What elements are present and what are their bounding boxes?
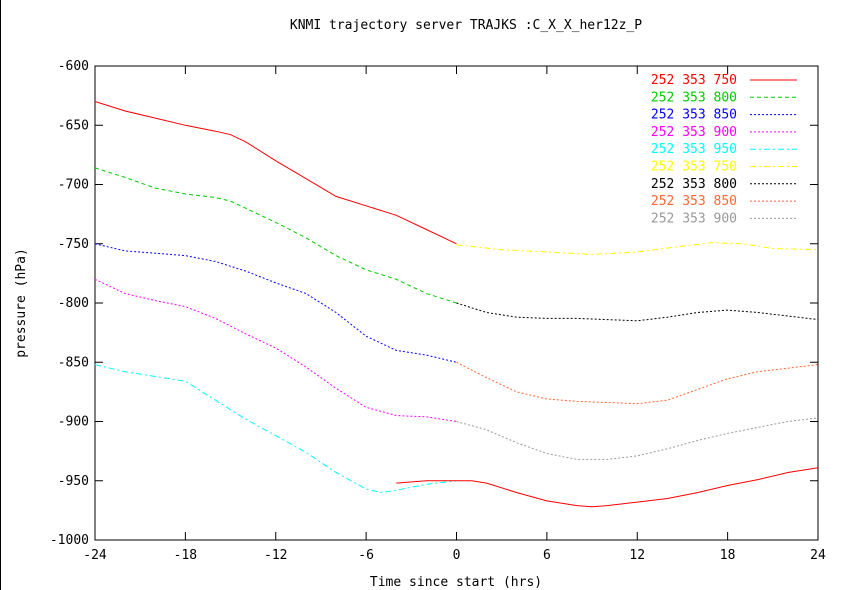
series-line <box>94 101 457 245</box>
series-line <box>456 302 819 322</box>
legend-label: 252 353 950 <box>651 142 737 157</box>
series-line <box>94 278 457 422</box>
legend-label: 252 353 750 <box>651 160 737 175</box>
x-tick-label: 6 <box>543 548 551 563</box>
y-tick-label: -950 <box>58 474 89 489</box>
series-line <box>396 467 819 508</box>
series-line <box>94 243 457 363</box>
y-tick-label: -650 <box>58 118 89 133</box>
x-tick-label: -12 <box>264 548 287 563</box>
y-tick-label: -800 <box>58 296 89 311</box>
x-tick-label: -18 <box>174 548 197 563</box>
y-axis-label: pressure (hPa) <box>14 248 29 358</box>
y-tick-label: -600 <box>58 59 89 74</box>
y-tick-label: -1000 <box>50 533 89 548</box>
x-tick-label: 0 <box>453 548 461 563</box>
legend-label: 252 353 850 <box>651 194 737 209</box>
legend-label: 252 353 850 <box>651 108 737 123</box>
x-tick-label: -6 <box>358 548 374 563</box>
left-border <box>0 0 1 590</box>
y-tick-label: -850 <box>58 355 89 370</box>
series-line <box>94 167 457 304</box>
legend-label: 252 353 900 <box>651 211 737 226</box>
x-tick-label: -24 <box>83 548 107 563</box>
series-layer <box>94 101 819 508</box>
legend: 252 353 750 252 353 800 252 353 850 252 353… <box>651 73 797 226</box>
series-line <box>456 361 819 405</box>
x-tick-label: 12 <box>629 548 645 563</box>
series-line <box>456 417 819 460</box>
x-axis-label: Time since start (hrs) <box>370 575 542 590</box>
y-tick-label: -750 <box>58 237 89 252</box>
series-line <box>456 242 819 255</box>
series-line <box>94 364 457 494</box>
axes: -24 -18 -12 -6 0 6 12 18 24 -600 -650 -700 -750 -800 -… <box>50 59 826 563</box>
legend-label: 252 353 800 <box>651 177 737 192</box>
y-tick-label: -900 <box>58 415 89 430</box>
x-tick-label: 24 <box>810 548 826 563</box>
y-tick-label: -700 <box>58 178 89 193</box>
x-tick-label: 18 <box>720 548 736 563</box>
legend-label: 252 353 900 <box>651 125 737 140</box>
legend-label: 252 353 800 <box>651 90 737 105</box>
legend-label: 252 353 750 <box>651 73 737 88</box>
chart-title: KNMI trajectory server TRAJKS :C_X_X_her… <box>290 18 642 33</box>
